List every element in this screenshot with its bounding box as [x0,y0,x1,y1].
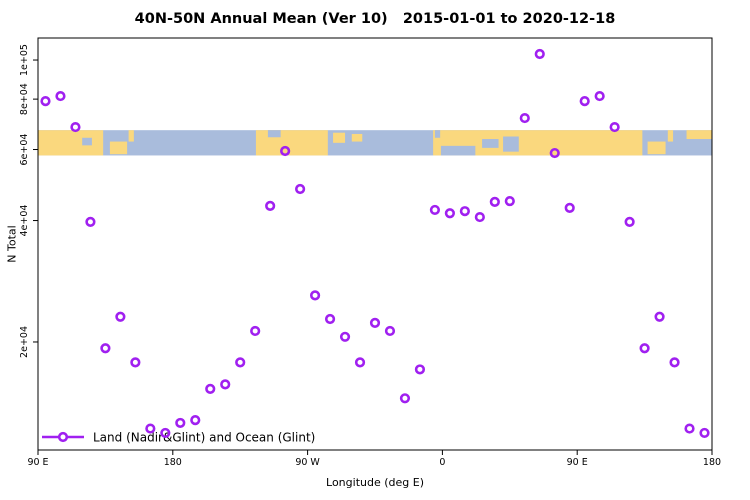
data-point [175,417,186,429]
data-point [130,357,141,368]
data-point [564,202,575,213]
y-tick-label: 4e+04 [19,205,30,237]
y-tick-label: 2e+04 [19,326,30,358]
data-point [669,357,680,368]
land-segment [667,130,674,142]
y-tick-label: 1e+05 [19,44,30,76]
data-point [504,195,515,207]
data-point [115,311,126,322]
land-segment [333,132,346,143]
ocean-segment [440,145,476,156]
data-point [594,90,605,102]
data-point [295,183,306,195]
data-point [429,204,441,216]
ocean-segment [482,139,499,148]
data-point [324,313,336,325]
data-point [639,343,650,354]
scatter-points [40,48,710,439]
x-tick-label: 90 E [27,457,48,468]
data-point [699,427,710,439]
data-point [399,393,411,404]
data-point [444,208,455,219]
data-points-layer: 90 E 180 90 W 0 90 E 180 1e+05 8e+04 6e+04 4e+04 2… [19,37,721,468]
data-point [280,145,291,157]
data-point [250,325,261,337]
data-point [160,427,171,439]
land-segment [351,133,363,142]
data-point [579,96,590,107]
data-point [145,423,156,434]
data-point [309,290,321,301]
plot-border [37,37,713,451]
land-segment [686,130,712,140]
data-point [70,121,81,133]
data-point [519,112,530,124]
data-point [265,200,276,211]
land-segment [255,130,328,156]
land-segment [647,141,666,155]
legend: Land (Nadir&Glint) and Ocean (Glint) [42,431,315,445]
x-axis-title: Longitude (deg E) [326,476,424,489]
x-tick-label: 180 [164,457,182,468]
ocean-segment [267,130,281,138]
x-tick-label: 90 W [295,457,320,468]
land-segment [109,141,128,155]
y-tick-label: 8e+04 [19,83,30,115]
data-point [474,211,485,223]
data-point [100,343,111,354]
x-tick-label: 90 E [567,457,588,468]
ocean-segment [434,130,441,138]
data-point [55,90,66,102]
data-point [489,196,500,207]
legend-label: Land (Nadir&Glint) and Ocean (Glint) [93,431,315,445]
world-map-band [38,130,712,156]
chart-title: 40N-50N Annual Mean (Ver 10) 2015-01-01 … [134,11,616,27]
data-point [624,216,635,227]
data-point [190,415,201,426]
data-point [205,383,216,395]
ocean-segment [503,136,519,152]
data-point [339,331,351,342]
data-point [459,206,470,217]
land-segment [38,130,104,156]
x-tick-label: 0 [439,457,445,468]
legend-circle-icon [57,431,69,443]
data-point [384,325,396,337]
data-point [654,311,665,322]
ocean-segment [82,137,92,146]
land-segment [128,130,134,142]
data-point [609,121,620,133]
data-point [549,147,560,159]
data-point [40,96,51,107]
x-tick-label: 180 [703,457,721,468]
data-point [85,216,96,227]
data-point [414,364,426,375]
data-point [534,48,545,60]
data-point [354,357,366,368]
data-point [235,357,246,368]
y-tick-label: 6e+04 [19,134,30,166]
data-point [220,379,231,390]
data-point [369,317,381,329]
data-point [684,423,695,434]
